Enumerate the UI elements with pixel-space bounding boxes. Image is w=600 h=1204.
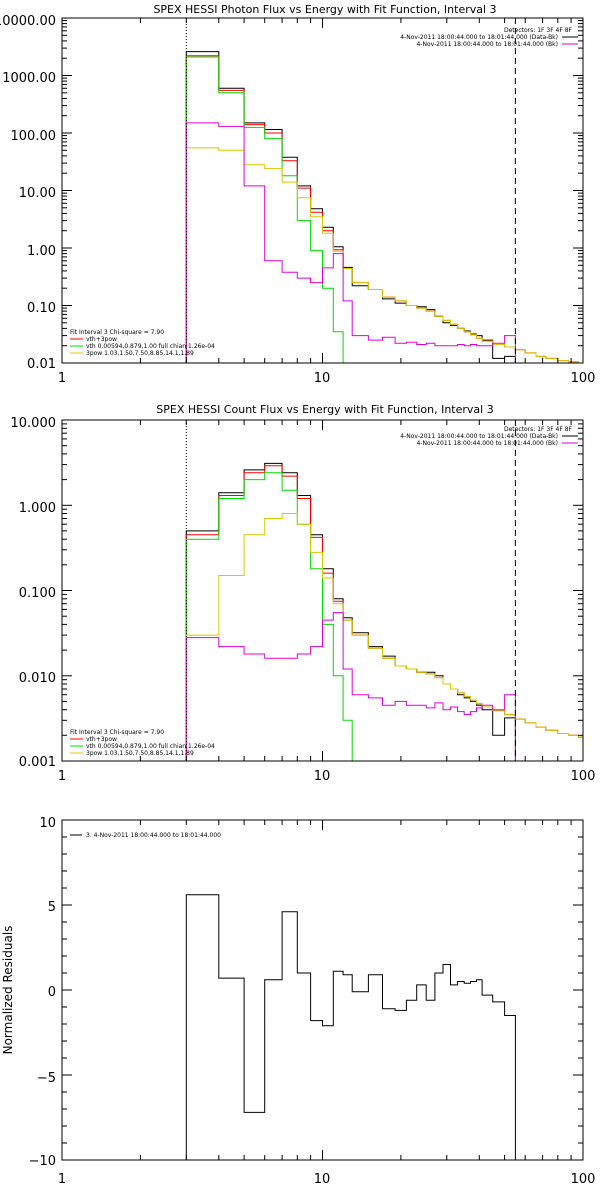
residuals-ticks — [61, 819, 584, 1161]
fit-legend-header: Fit Interval 3 Chi-square = 7.90 — [70, 729, 164, 736]
x-tick-label: 10 — [314, 1172, 331, 1187]
x-tick-label: 100 — [571, 769, 596, 784]
residuals-y-tick-labels: 10 5 0 −5 −10 — [29, 816, 56, 1169]
count-series-group — [185, 462, 583, 762]
legend-entry-data: 4-Nov-2011 18:00:44.000 to 18:01:44.000 … — [400, 34, 558, 41]
series-vth-line — [185, 56, 361, 364]
photon-plot-frame — [61, 17, 584, 364]
y-tick-label: 10.00 — [19, 186, 56, 201]
y-tick-label: 1.000 — [19, 501, 56, 516]
series-bk-line — [185, 612, 516, 761]
legend-entry-residuals: 3. 4-Nov-2011 18:00:44.000 to 18:01:44.0… — [86, 832, 221, 839]
photon-fit-legend: Fit Interval 3 Chi-square = 7.90 vth+3po… — [70, 329, 215, 357]
x-tick-label: 1 — [58, 769, 66, 784]
y-tick-label: 1000.00 — [2, 71, 56, 86]
fit-legend-vth: vth 0.00594,0.879,1.00 full chian 1.26e-… — [86, 343, 215, 350]
detectors-label: Detectors: 1F 3F 4F 8F — [504, 426, 573, 433]
y-tick-label: 10.000 — [11, 416, 57, 431]
photon-y-tick-labels: 10000.00 1000.00 100.00 10.00 1.00 0.10 … — [0, 14, 56, 372]
residuals-x-tick-labels: 1 10 100 — [58, 1172, 596, 1187]
x-tick-label: 1 — [58, 371, 66, 386]
photon-vlines — [185, 18, 516, 363]
series-vth-3pow-line — [185, 55, 583, 364]
y-tick-label: 10 — [39, 816, 56, 831]
residuals-plot-frame — [61, 819, 584, 1161]
photon-flux-title: SPEX HESSI Photon Flux vs Energy with Fi… — [153, 3, 496, 16]
series-residuals-line — [185, 894, 516, 1160]
legend-entry-data: 4-Nov-2011 18:00:44.000 to 18:01:44.000 … — [400, 433, 558, 440]
x-tick-label: 10 — [314, 371, 331, 386]
residuals-series-group — [185, 894, 516, 1160]
y-tick-label: 10000.00 — [0, 14, 56, 29]
fit-legend-header: Fit Interval 3 Chi-square = 7.90 — [70, 329, 164, 336]
series-bk-line — [185, 122, 516, 363]
detectors-label: Detectors: 1F 3F 4F 8F — [504, 27, 573, 34]
photon-ticks — [61, 17, 584, 364]
fit-legend-vth3pow: vth+3pow — [86, 736, 117, 743]
x-tick-label: 100 — [571, 1172, 596, 1187]
residuals-panel: 10 5 0 −5 −10 1 10 100 Normalized Residu… — [1, 816, 595, 1187]
photon-flux-panel: SPEX HESSI Photon Flux vs Energy with Fi… — [0, 3, 595, 386]
count-fit-legend: Fit Interval 3 Chi-square = 7.90 vth+3po… — [70, 729, 215, 757]
y-tick-label: 1.00 — [27, 244, 56, 259]
residuals-legend: 3. 4-Nov-2011 18:00:44.000 to 18:01:44.0… — [70, 832, 221, 839]
y-tick-label: 0 — [48, 985, 56, 1000]
count-ticks — [61, 419, 584, 762]
count-y-tick-labels: 10.000 1.000 0.100 0.010 0.001 — [11, 416, 57, 770]
count-flux-panel: SPEX HESSI Count Flux vs Energy with Fit… — [11, 403, 596, 784]
count-vlines — [185, 420, 516, 761]
photon-x-tick-labels: 1 10 100 — [58, 371, 596, 386]
count-x-tick-labels: 1 10 100 — [58, 769, 596, 784]
series-data-bk-line — [185, 51, 516, 363]
series-vth-line — [185, 472, 361, 762]
count-legend: Detectors: 1F 3F 4F 8F 4-Nov-2011 18:00:… — [400, 426, 578, 447]
residuals-y-axis-label: Normalized Residuals — [1, 926, 15, 1055]
series-data-bk-line — [185, 462, 516, 761]
fit-legend-vth3pow: vth+3pow — [86, 336, 117, 343]
y-tick-label: 5 — [48, 900, 56, 915]
y-tick-label: 0.01 — [27, 357, 56, 372]
fit-legend-3pow: 3pow 1.03,1.50,7.50,8.85,14.1,1.89 — [86, 350, 194, 357]
fit-legend-vth: vth 0.00594,0.879,1.00 full chian 1.26e-… — [86, 743, 215, 750]
legend-entry-bk: 4-Nov-2011 18:00:44.000 to 18:01:44.000 … — [416, 440, 558, 447]
count-flux-title: SPEX HESSI Count Flux vs Energy with Fit… — [156, 403, 493, 416]
x-tick-label: 100 — [571, 371, 596, 386]
y-tick-label: 0.10 — [27, 301, 56, 316]
fit-legend-3pow: 3pow 1.03,1.50,7.50,8.85,14.1,1.89 — [86, 750, 194, 757]
y-tick-label: 0.100 — [19, 586, 56, 601]
photon-legend: Detectors: 1F 3F 4F 8F 4-Nov-2011 18:00:… — [400, 27, 578, 48]
series-3pow-line — [185, 513, 583, 761]
series-vth-3pow-line — [185, 465, 583, 761]
x-tick-label: 10 — [314, 769, 331, 784]
y-tick-label: 100.00 — [11, 129, 57, 144]
y-tick-label: −5 — [37, 1071, 56, 1086]
photon-series-group — [185, 51, 583, 364]
y-tick-label: 0.010 — [19, 671, 56, 686]
series-3pow-line — [185, 147, 583, 364]
y-tick-label: −10 — [29, 1154, 56, 1169]
x-tick-label: 1 — [58, 1172, 66, 1187]
y-tick-label: 0.001 — [19, 755, 56, 770]
legend-entry-bk: 4-Nov-2011 18:00:44.000 to 18:01:44.000 … — [416, 41, 558, 48]
